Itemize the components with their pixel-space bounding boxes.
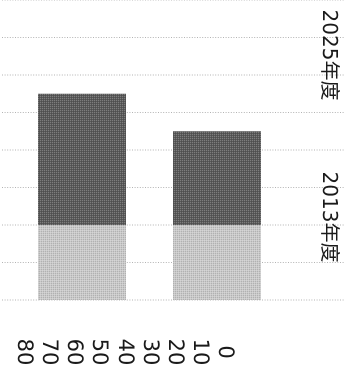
bar-segment-texture (38, 225, 126, 300)
bar-segment-texture (38, 93, 126, 225)
value-tick-label: 10 (189, 339, 213, 366)
category-label: 2025年度 (318, 10, 342, 101)
bar-segment-texture (173, 225, 261, 300)
bars (38, 93, 261, 300)
value-tick-label: 60 (63, 339, 87, 366)
bar-segment-texture (173, 131, 261, 225)
value-tick-label: 30 (139, 339, 163, 366)
value-tick-label: 70 (38, 339, 62, 366)
value-tick-label: 40 (114, 339, 138, 366)
value-tick-label: 20 (164, 339, 188, 366)
value-tick-label: 50 (88, 339, 112, 366)
category-labels: 2013年度 2025年度 (318, 10, 342, 263)
value-tick-label: 80 (13, 339, 37, 366)
category-label: 2013年度 (318, 172, 342, 263)
value-tick-label: 0 (214, 345, 238, 358)
value-tick-labels: 80 70 60 50 40 30 20 10 0 (13, 339, 238, 366)
